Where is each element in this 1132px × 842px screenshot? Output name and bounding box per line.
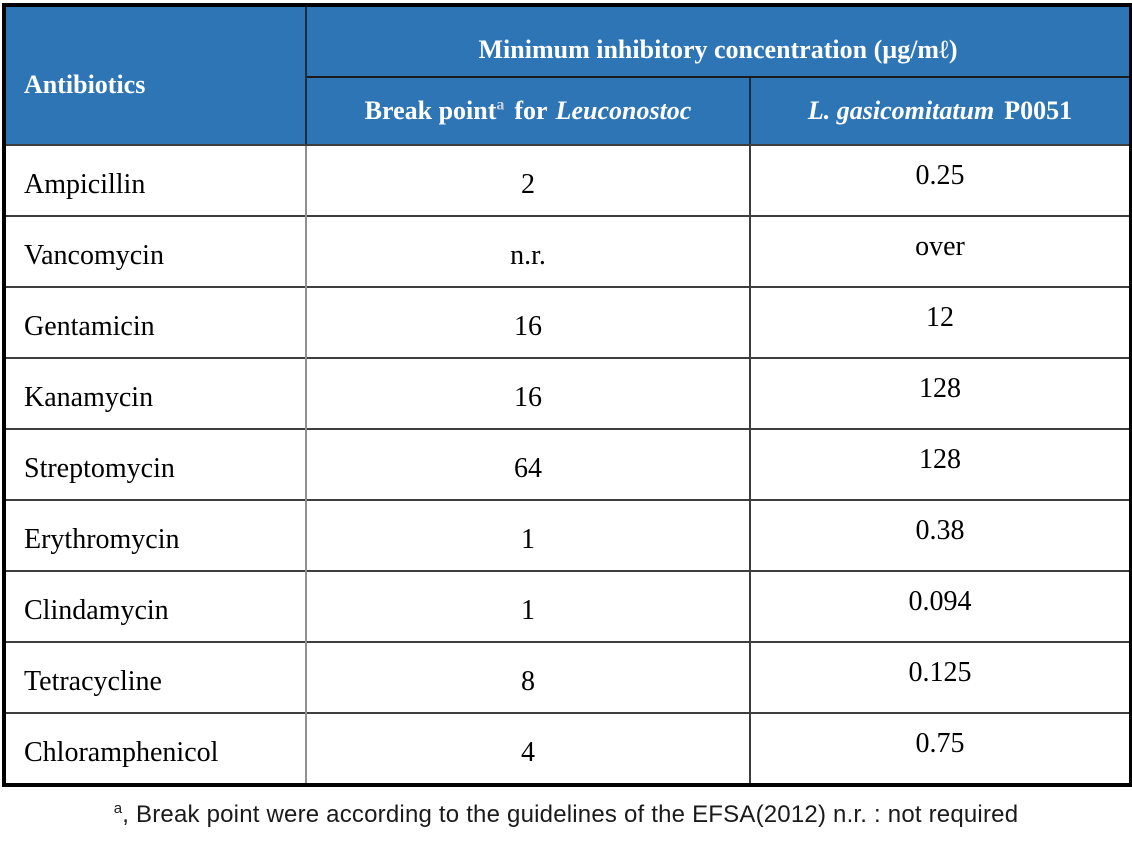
antibiotic-name: Ampicillin — [4, 144, 307, 216]
breakpoint-prefix: Break point — [364, 96, 497, 125]
mic-table: Antibiotics Minimum inhibitory concentra… — [2, 3, 1132, 787]
antibiotic-name: Gentamicin — [4, 286, 307, 358]
breakpoint-value: 8 — [306, 641, 751, 713]
table-row: Vancomycin n.r. over — [4, 215, 1132, 287]
mic-value: 0.25 — [750, 144, 1132, 216]
footnote-marker: a — [113, 800, 123, 817]
antibiotic-name: Chloramphenicol — [4, 712, 307, 785]
table-body: Ampicillin 2 0.25 Vancomycin n.r. over G… — [4, 144, 1132, 785]
strain-code: P0051 — [1004, 96, 1073, 125]
mic-value: 0.094 — [750, 570, 1132, 642]
header-cell-strain: L. gasicomitatum P0051 — [750, 77, 1132, 146]
breakpoint-value: 16 — [306, 357, 751, 429]
breakpoint-footnote-marker: a — [496, 96, 505, 114]
header-cell-mic-title: Minimum inhibitory concentration (µg/mℓ) — [306, 5, 1132, 78]
mic-value: 0.38 — [750, 499, 1132, 571]
breakpoint-value: n.r. — [306, 215, 751, 287]
header-cell-antibiotics: Antibiotics — [4, 5, 307, 146]
breakpoint-species: Leuconostoc — [555, 96, 692, 125]
mic-value: 128 — [750, 357, 1132, 429]
table-row: Chloramphenicol 4 0.75 — [4, 712, 1132, 785]
table-header: Antibiotics Minimum inhibitory concentra… — [4, 5, 1132, 146]
table-row: Tetracycline 8 0.125 — [4, 641, 1132, 713]
table-row: Erythromycin 1 0.38 — [4, 499, 1132, 571]
antibiotic-name: Vancomycin — [4, 215, 307, 287]
breakpoint-mid: for — [514, 96, 548, 125]
mic-value: 0.125 — [750, 641, 1132, 713]
antibiotic-name: Tetracycline — [4, 641, 307, 713]
mic-value: over — [750, 215, 1132, 287]
header-cell-breakpoint: Break pointa for Leuconostoc — [306, 77, 751, 146]
breakpoint-value: 2 — [306, 144, 751, 216]
footnote-text: , Break point were according to the guid… — [122, 801, 1019, 828]
table-row: Ampicillin 2 0.25 — [4, 144, 1132, 216]
table-row: Clindamycin 1 0.094 — [4, 570, 1132, 642]
breakpoint-value: 64 — [306, 428, 751, 500]
breakpoint-value: 4 — [306, 712, 751, 785]
antibiotic-name: Erythromycin — [4, 499, 307, 571]
strain-species: L. gasicomitatum — [807, 96, 995, 125]
table-row: Streptomycin 64 128 — [4, 428, 1132, 500]
breakpoint-value: 1 — [306, 570, 751, 642]
table-row: Gentamicin 16 12 — [4, 286, 1132, 358]
antibiotic-name: Streptomycin — [4, 428, 307, 500]
footnote: a, Break point were according to the gui… — [0, 800, 1132, 829]
table-row: Kanamycin 16 128 — [4, 357, 1132, 429]
antibiotic-name: Clindamycin — [4, 570, 307, 642]
breakpoint-value: 1 — [306, 499, 751, 571]
mic-value: 128 — [750, 428, 1132, 500]
mic-value: 0.75 — [750, 712, 1132, 785]
antibiotic-name: Kanamycin — [4, 357, 307, 429]
mic-value: 12 — [750, 286, 1132, 358]
breakpoint-value: 16 — [306, 286, 751, 358]
